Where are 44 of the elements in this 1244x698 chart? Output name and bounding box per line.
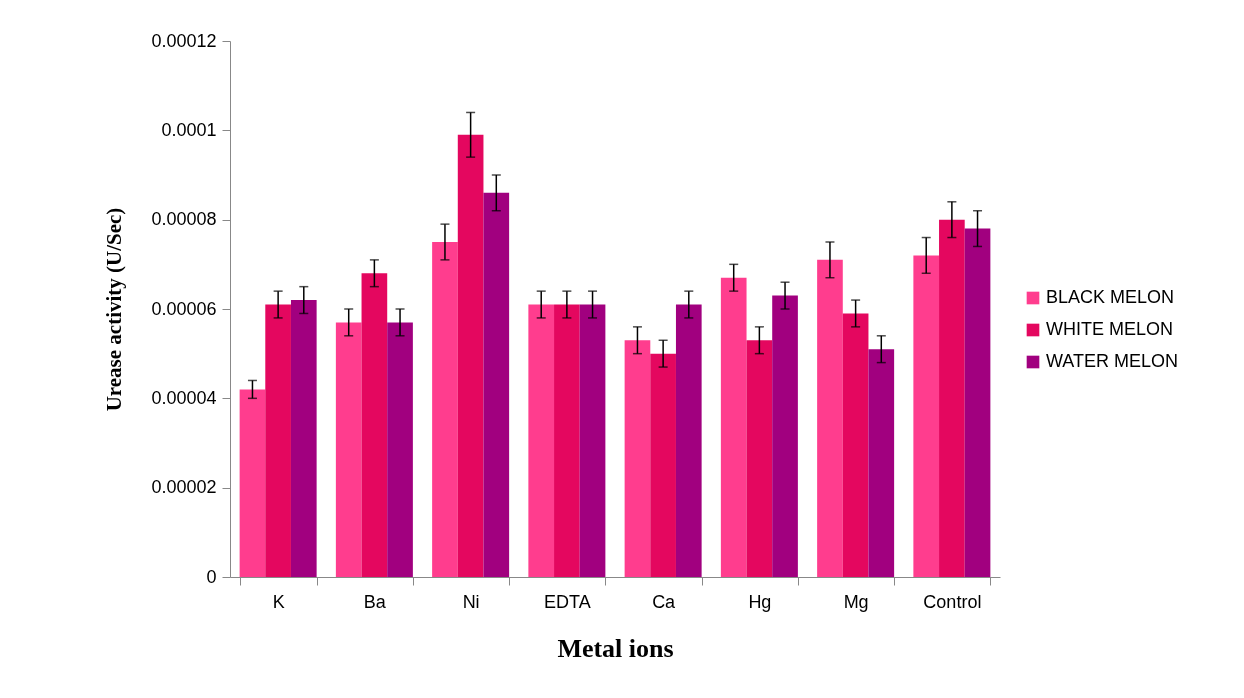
- bar: [842, 313, 869, 577]
- bar: [650, 353, 676, 577]
- y-tick-label: 0.0001: [161, 119, 217, 140]
- bar: [290, 300, 317, 577]
- bar: [554, 304, 580, 577]
- bar: [720, 277, 747, 577]
- bar: [913, 255, 940, 577]
- bar: [361, 273, 388, 577]
- bar: [483, 192, 510, 577]
- bar: [387, 322, 413, 577]
- x-axis-title: Metal ions: [557, 633, 674, 663]
- x-tick-label: K: [272, 591, 285, 612]
- y-tick-label: 0.00002: [151, 477, 217, 498]
- x-tick-label: Ba: [363, 591, 387, 612]
- bar: [239, 389, 266, 577]
- bar: [335, 322, 362, 577]
- bar: [817, 259, 843, 577]
- bar: [265, 304, 291, 577]
- y-tick-label: 0.00012: [151, 30, 217, 51]
- y-tick-label: 0: [206, 566, 217, 587]
- x-tick-label: Mg: [843, 591, 869, 612]
- y-tick-label: 0.00004: [151, 387, 217, 408]
- bar: [746, 340, 773, 577]
- bar: [579, 304, 606, 577]
- y-axis-title: Urease activity (U/Sec): [102, 207, 127, 412]
- x-tick-label: EDTA: [544, 591, 591, 612]
- bar: [868, 349, 895, 577]
- bar: [675, 304, 702, 577]
- bar: [432, 242, 458, 577]
- x-tick-label: Ca: [652, 591, 677, 612]
- bar: [457, 134, 484, 577]
- y-tick-label: 0.00006: [151, 298, 217, 319]
- x-tick-label: Hg: [748, 591, 772, 612]
- bar: [964, 228, 991, 577]
- bar: [624, 340, 651, 577]
- bar: [939, 219, 965, 577]
- y-tick-label: 0.00008: [151, 209, 217, 230]
- x-tick-label: Ni: [462, 591, 480, 612]
- x-tick-label: Control: [923, 591, 982, 612]
- bar: [528, 304, 555, 577]
- legend-label: WATER MELON: [1046, 351, 1179, 371]
- bar: [772, 295, 798, 577]
- legend-label: BLACK MELON: [1046, 287, 1175, 307]
- legend-label: WHITE MELON: [1046, 319, 1174, 339]
